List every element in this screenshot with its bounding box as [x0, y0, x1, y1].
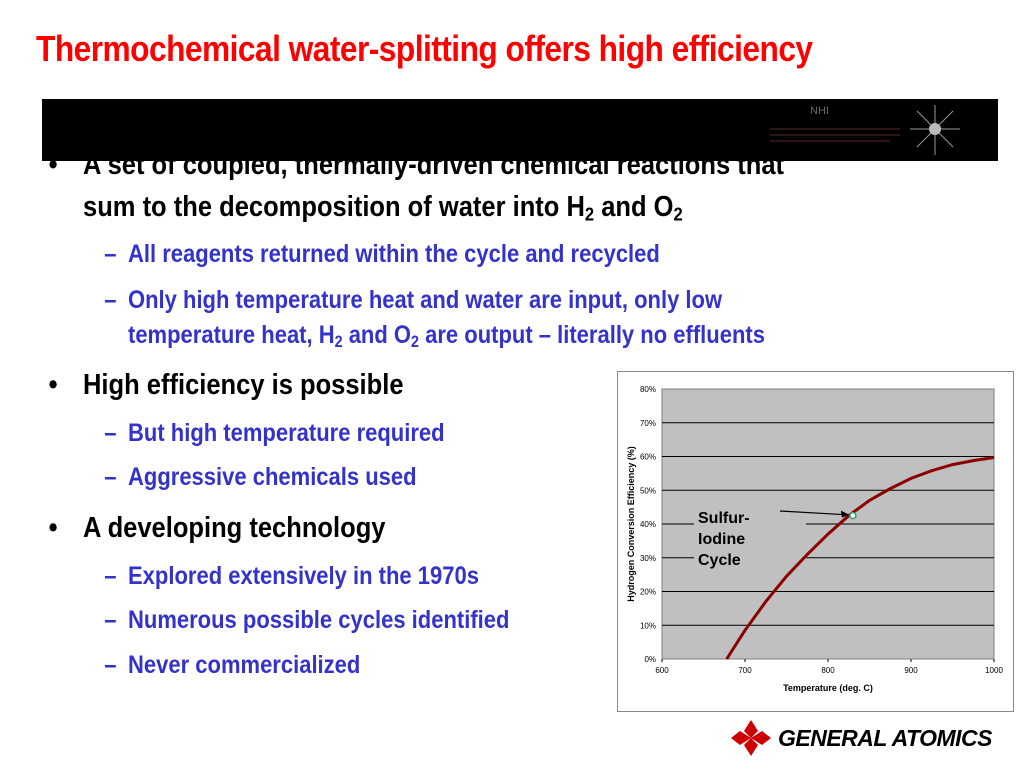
x-tick-label: 1000	[985, 666, 1003, 675]
annotation-arrowhead	[840, 510, 849, 518]
annotation-point	[849, 511, 857, 520]
y-tick-label: 80%	[640, 385, 656, 394]
sub-bullet-2-text-a: temperature heat, H	[128, 321, 335, 349]
annotation-line-1: Sulfur-	[698, 510, 750, 527]
x-axis-label: Temperature (deg. C)	[783, 683, 873, 693]
slide-title: Thermochemical water-splitting offers hi…	[36, 28, 813, 69]
y-tick-label: 50%	[640, 486, 656, 495]
sub-bullet-2-line-1: Only high temperature heat and water are…	[128, 286, 723, 314]
bullet-3: • A developing technology	[49, 511, 386, 545]
y-tick-label: 40%	[640, 520, 656, 529]
sub-bullet-3: – But high temperature required	[104, 418, 445, 449]
sub-bullet-4-text: Aggressive chemicals used	[128, 463, 417, 491]
subscript-2: 2	[411, 333, 420, 352]
bullet-3-text: A developing technology	[83, 512, 386, 544]
x-tick-label: 700	[738, 666, 752, 675]
sub-bullet-2: – Only high temperature heat and water a…	[104, 285, 723, 316]
sub-bullet-6-text: Numerous possible cycles identified	[128, 606, 510, 634]
x-tick-label: 600	[655, 666, 669, 675]
bullet-marker: •	[48, 149, 58, 181]
dash-marker: –	[104, 463, 117, 491]
sub-bullet-4: – Aggressive chemicals used	[104, 462, 417, 493]
sub-bullet-2-text-c: are output – literally no effluents	[419, 321, 765, 349]
bullet-2-text: High efficiency is possible	[83, 369, 404, 401]
bullet-1-text-a: sum to the decomposition of water into H	[83, 191, 585, 223]
sub-bullet-1: – All reagents returned within the cycle…	[104, 239, 660, 270]
bullet-marker: •	[48, 369, 58, 401]
annotation-bg	[694, 506, 806, 580]
y-tick-label: 10%	[640, 621, 656, 630]
x-tick-label: 800	[821, 666, 835, 675]
annotation-arrow	[779, 510, 843, 516]
y-tick-label: 70%	[640, 419, 656, 428]
efficiency-line	[725, 456, 995, 660]
sub-bullet-5: – Explored extensively in the 1970s	[104, 561, 479, 592]
band-logo-text: NHI	[810, 105, 829, 117]
bullet-2: • High efficiency is possible	[49, 368, 404, 402]
bullet-marker: •	[48, 512, 58, 544]
subscript-2: 2	[584, 203, 595, 225]
sub-bullet-6: – Numerous possible cycles identified	[104, 605, 510, 636]
sub-bullet-2-line-2: temperature heat, H2 and O2 are output –…	[128, 320, 765, 351]
dash-marker: –	[104, 562, 117, 590]
bullet-1-text-b: and O	[594, 191, 674, 223]
subscript-2: 2	[334, 333, 343, 352]
chart-canvas: 0% 10% 20% 30% 40% 50% 60% 70% 80% 600 700 800 900 10…	[626, 385, 1003, 693]
dash-marker: –	[104, 240, 117, 268]
y-tick-label: 60%	[640, 453, 656, 462]
dash-marker: –	[104, 606, 117, 634]
y-axis-label: Hydrogen Conversion Efficiency (%)	[626, 446, 636, 602]
dash-marker: –	[104, 651, 117, 679]
efficiency-chart: 0% 10% 20% 30% 40% 50% 60% 70% 80% 600 700 800 900 10…	[617, 371, 1014, 712]
general-atomics-text: GENERAL ATOMICS	[778, 725, 993, 751]
bullet-1-line-2: sum to the decomposition of water into H…	[83, 190, 683, 224]
sub-bullet-7: – Never commercialized	[104, 650, 361, 681]
chart-annotation: Sulfur- Iodine Cycle	[698, 508, 750, 571]
annotation-line-2: Iodine	[698, 531, 746, 548]
general-atomics-mark-icon	[731, 720, 771, 756]
sub-bullet-5-text: Explored extensively in the 1970s	[128, 562, 479, 590]
y-tick-label: 20%	[640, 588, 656, 597]
annotation-line-3: Cycle	[698, 552, 741, 569]
subscript-2: 2	[673, 203, 683, 225]
header-band: NHI	[42, 99, 998, 161]
sub-bullet-2-text-b: and O	[342, 321, 412, 349]
y-tick-label: 30%	[640, 554, 656, 563]
sub-bullet-7-text: Never commercialized	[128, 651, 361, 679]
sub-bullet-1-text: All reagents returned within the cycle a…	[128, 240, 660, 268]
nhi-logo: NHI	[770, 101, 970, 159]
x-tick-label: 900	[904, 666, 918, 675]
dash-marker: –	[104, 286, 117, 314]
sub-bullet-3-text: But high temperature required	[128, 419, 445, 447]
y-tick-label: 0%	[644, 655, 656, 664]
general-atomics-logo: GENERAL ATOMICS	[726, 718, 1016, 758]
dash-marker: –	[104, 419, 117, 447]
